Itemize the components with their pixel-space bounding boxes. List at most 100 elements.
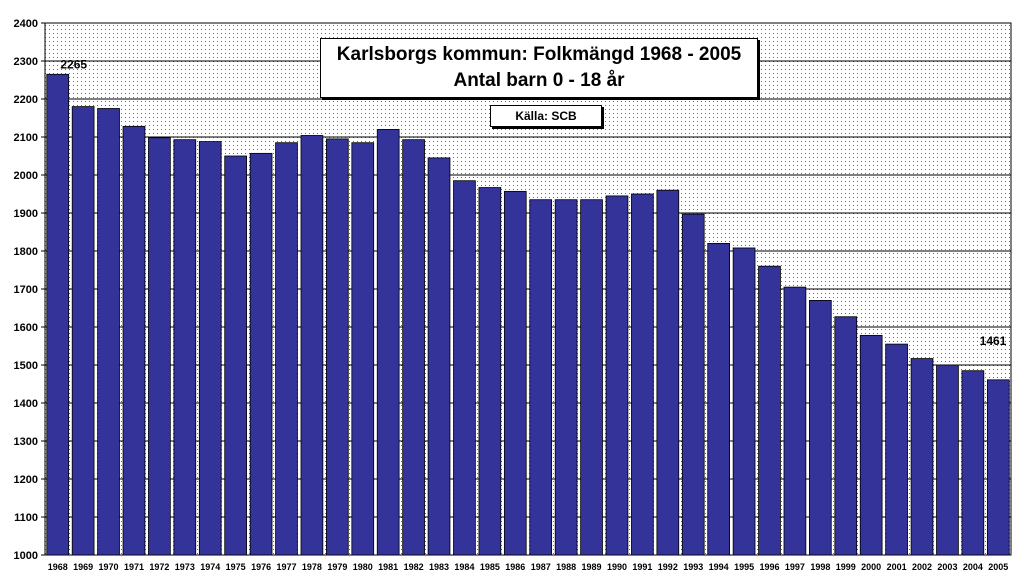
x-tick-label: 2004 <box>963 562 983 572</box>
y-tick-label: 1000 <box>14 550 38 562</box>
bar-1980 <box>351 142 375 556</box>
y-tick-label: 2300 <box>14 56 38 68</box>
y-tick-label: 1500 <box>14 360 38 372</box>
x-tick-label: 1979 <box>327 562 347 572</box>
bar-1990 <box>605 195 629 556</box>
x-tick-label: 1988 <box>556 562 576 572</box>
x-tick-label: 1968 <box>48 562 68 572</box>
bar-1988 <box>554 199 578 556</box>
bar-1998 <box>809 299 832 556</box>
x-tick-label: 1997 <box>785 562 805 572</box>
x-tick-label: 1993 <box>683 562 703 572</box>
bar-1999 <box>834 316 858 556</box>
x-tick-label: 1978 <box>302 562 322 572</box>
bar-1993 <box>681 213 705 556</box>
y-tick-label: 1100 <box>14 512 38 524</box>
y-tick-label: 1400 <box>14 398 38 410</box>
bar-1978 <box>300 135 324 556</box>
bar-1987 <box>529 199 553 556</box>
bar-1970 <box>97 108 120 556</box>
y-tick-label: 2400 <box>14 18 38 30</box>
x-axis: 1968 1969 1970 1971 1972 1973 1974 1975 1976 1977… <box>48 562 1009 572</box>
bar-1989 <box>580 199 603 556</box>
x-tick-label: 1971 <box>124 562 144 572</box>
x-tick-label: 2002 <box>912 562 932 572</box>
bar-1991 <box>631 193 654 556</box>
bar-2001 <box>885 343 908 556</box>
y-tick-label: 2200 <box>14 94 38 106</box>
bar-1976 <box>249 152 273 556</box>
bar-1985 <box>478 187 502 556</box>
bar-2003 <box>936 364 959 556</box>
data-labels: 2265 1461 <box>60 57 1006 348</box>
x-tick-label: 1987 <box>531 562 551 572</box>
x-tick-label: 1983 <box>429 562 449 572</box>
chart-title: Karlsborgs kommun: Folkmängd 1968 - 2005 <box>336 44 742 65</box>
x-tick-label: 1990 <box>607 562 627 572</box>
bar-1994 <box>707 242 730 556</box>
bar-2002 <box>910 358 934 556</box>
x-tick-label: 1996 <box>759 562 779 572</box>
bar-2005 <box>986 379 1010 556</box>
data-label-1968: 2265 <box>60 57 87 71</box>
bar-1986 <box>503 190 527 556</box>
x-tick-label: 2003 <box>937 562 957 572</box>
x-tick-label: 1980 <box>353 562 373 572</box>
bar-1983 <box>427 157 451 556</box>
x-tick-label: 1985 <box>480 562 500 572</box>
bar-1971 <box>122 125 146 556</box>
bar-1975 <box>224 155 247 556</box>
y-tick-label: 1600 <box>14 322 38 334</box>
x-tick-label: 1975 <box>226 562 246 572</box>
x-tick-label: 2005 <box>988 562 1008 572</box>
x-tick-label: 1982 <box>404 562 424 572</box>
x-tick-label: 1970 <box>99 562 119 572</box>
y-axis: 1000 1100 1200 1300 1400 1500 1600 1700 1800 1900… <box>14 18 45 562</box>
y-tick-label: 1200 <box>14 474 38 486</box>
x-tick-label: 1984 <box>454 562 474 572</box>
x-tick-label: 1995 <box>734 562 754 572</box>
x-tick-label: 1974 <box>200 562 220 572</box>
bar-1969 <box>71 106 95 556</box>
chart-title-box: Karlsborgs kommun: Folkmängd 1968 - 2005… <box>320 38 758 98</box>
x-tick-label: 1977 <box>276 562 296 572</box>
bar-1972 <box>148 137 171 556</box>
y-tick-label: 1900 <box>14 208 38 220</box>
x-tick-label: 1994 <box>709 562 729 572</box>
x-tick-label: 1973 <box>175 562 195 572</box>
y-tick-label: 1300 <box>14 436 38 448</box>
y-tick-label: 1800 <box>14 246 38 258</box>
bar-1995 <box>732 247 756 556</box>
data-label-2005: 1461 <box>980 334 1007 348</box>
y-tick-label: 1700 <box>14 284 38 296</box>
bar-1984 <box>453 180 476 556</box>
bar-2004 <box>961 370 985 556</box>
x-tick-label: 1986 <box>505 562 525 572</box>
x-tick-label: 1981 <box>378 562 398 572</box>
source-label: Källa: SCB <box>490 105 602 127</box>
x-tick-label: 1989 <box>582 562 602 572</box>
bars <box>46 73 1010 556</box>
bar-2000 <box>859 334 883 556</box>
x-tick-label: 1969 <box>73 562 93 572</box>
bar-1973 <box>173 139 197 556</box>
bar-1974 <box>198 141 222 556</box>
x-tick-label: 2000 <box>861 562 881 572</box>
x-tick-label: 1991 <box>632 562 652 572</box>
bar-1977 <box>275 142 298 556</box>
x-tick-label: 1999 <box>836 562 856 572</box>
x-tick-label: 1972 <box>149 562 169 572</box>
bar-1997 <box>783 286 807 556</box>
x-tick-label: 2001 <box>887 562 907 572</box>
bar-1992 <box>656 189 680 556</box>
bar-1979 <box>326 138 349 556</box>
bar-1982 <box>402 139 425 556</box>
x-tick-label: 1976 <box>251 562 271 572</box>
x-tick-label: 1998 <box>810 562 830 572</box>
bar-1968 <box>46 73 70 556</box>
bar-1981 <box>376 128 400 556</box>
chart-subtitle: Antal barn 0 - 18 år <box>453 70 625 91</box>
bar-1996 <box>758 265 781 556</box>
y-tick-label: 2100 <box>14 132 38 144</box>
y-tick-label: 2000 <box>14 170 38 182</box>
